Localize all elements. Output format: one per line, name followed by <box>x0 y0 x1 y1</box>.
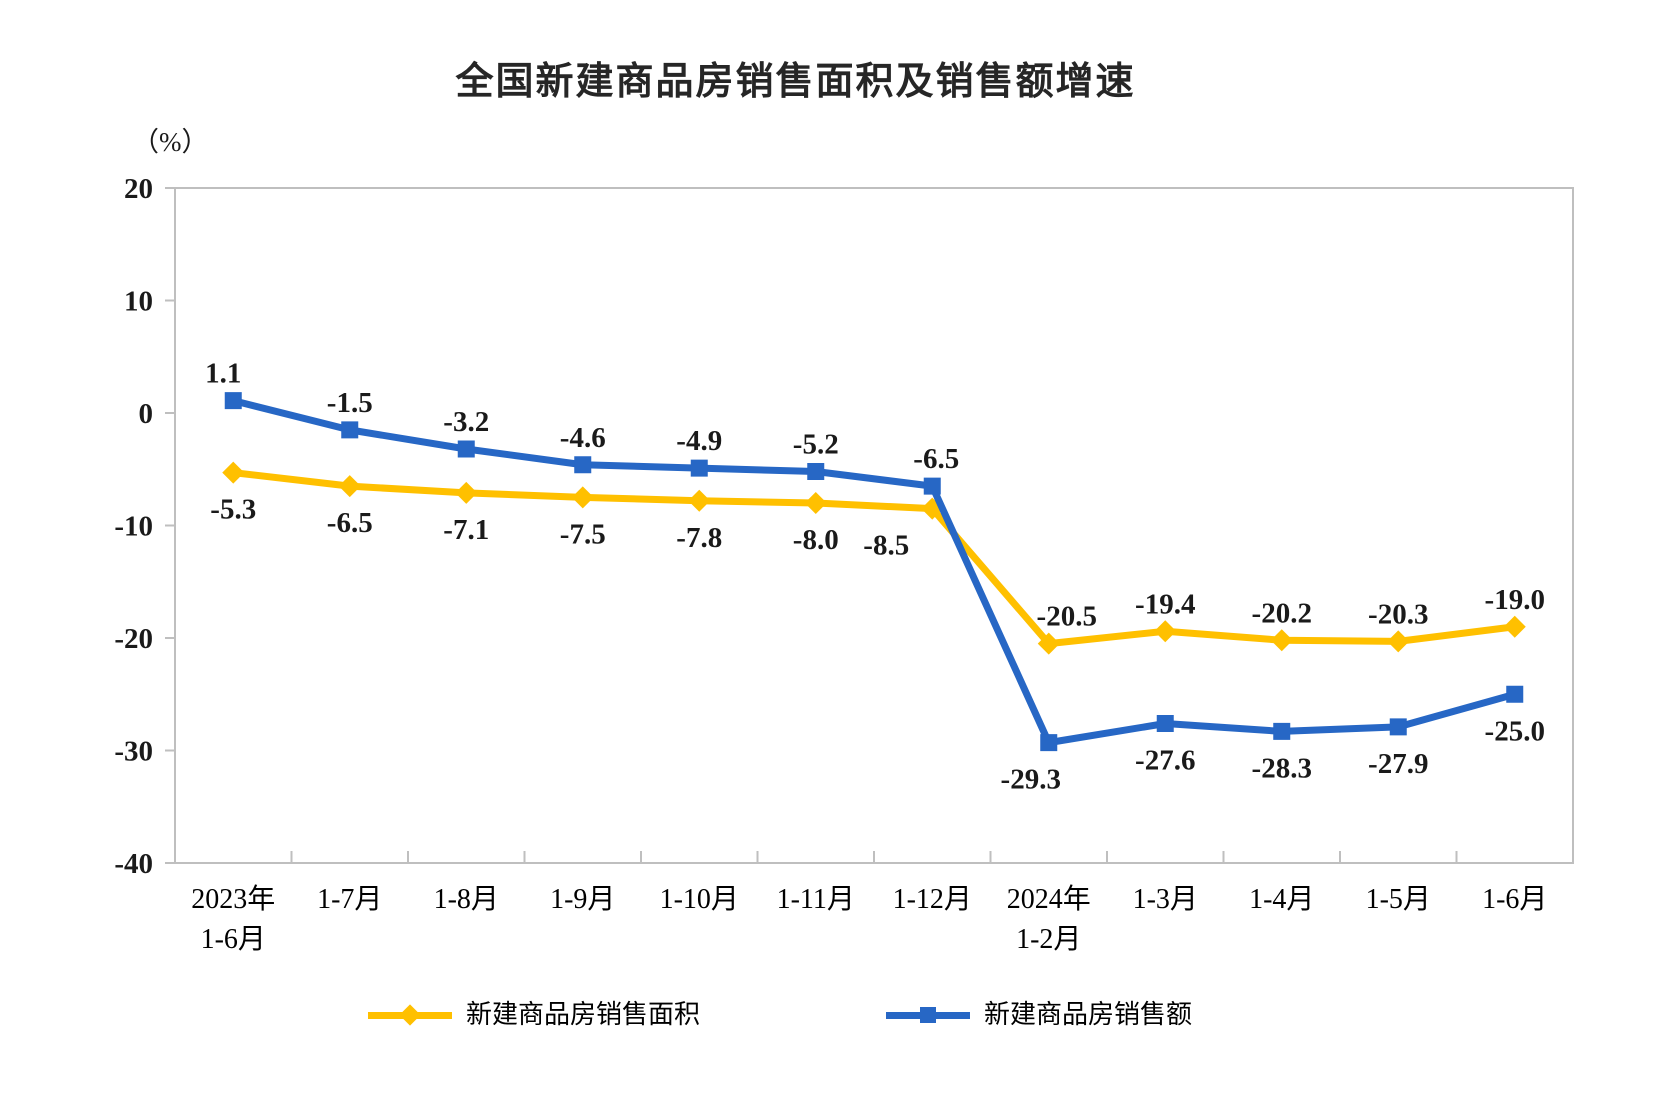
x-axis-label: 2023年 <box>191 883 275 915</box>
data-label: -6.5 <box>327 507 373 539</box>
y-axis-tick-label: 20 <box>124 173 153 205</box>
legend-item-sales-area: 新建商品房销售面积 <box>368 998 700 1032</box>
data-label: 1.1 <box>205 358 241 390</box>
marker-square-icon <box>224 392 242 410</box>
y-axis-tick-label: -40 <box>114 848 153 880</box>
x-axis-label: 1-9月 <box>550 884 615 915</box>
data-label: -5.3 <box>210 494 256 526</box>
marker-diamond-icon <box>1387 630 1410 653</box>
data-label: -7.8 <box>676 522 722 554</box>
marker-square-icon <box>1040 734 1058 752</box>
marker-diamond-icon <box>571 486 594 509</box>
legend-swatch-square-icon <box>886 1011 970 1019</box>
data-label: -28.3 <box>1252 752 1312 784</box>
x-axis-label: 1-10月 <box>660 884 739 915</box>
marker-square-icon <box>457 440 475 458</box>
series-line-0 <box>229 469 1519 648</box>
data-label: -4.9 <box>676 425 722 457</box>
data-label: -7.5 <box>560 518 606 550</box>
data-label: -29.3 <box>1001 764 1061 796</box>
marker-square-icon <box>923 477 941 495</box>
chart-title: 全国新建商品房销售面积及销售额增速 <box>455 61 1136 103</box>
data-label: -7.1 <box>443 514 489 546</box>
y-axis-unit-label: （%） <box>132 127 209 157</box>
marker-square-icon <box>1506 685 1524 703</box>
legend-label-sales-area: 新建商品房销售面积 <box>466 1000 701 1029</box>
legend-label-sales-amount: 新建商品房销售额 <box>984 1000 1193 1029</box>
legend-item-sales-amount: 新建商品房销售额 <box>886 998 1192 1032</box>
x-axis-label-line2: 1-6月 <box>201 924 266 955</box>
x-axis-label: 1-3月 <box>1133 884 1198 915</box>
data-label: -27.9 <box>1368 748 1428 780</box>
data-label: -20.5 <box>1037 601 1097 633</box>
x-axis-label: 1-6月 <box>1482 884 1547 915</box>
x-axis-label: 1-7月 <box>317 884 382 915</box>
data-label: -20.2 <box>1252 597 1312 629</box>
data-label: -20.3 <box>1368 598 1428 630</box>
marker-square-icon <box>574 456 592 474</box>
x-axis-label: 1-5月 <box>1366 884 1431 915</box>
x-axis-label: 1-12月 <box>893 884 972 915</box>
marker-square-icon <box>1273 722 1291 740</box>
x-axis-label-line2: 1-2月 <box>1016 924 1081 955</box>
marker-square-icon <box>1156 715 1174 732</box>
marker-diamond-icon <box>1037 632 1060 655</box>
data-label: -8.5 <box>863 530 909 562</box>
marker-square-icon <box>807 463 825 480</box>
x-axis-label: 2024年 <box>1007 883 1091 915</box>
y-axis-tick-label: -10 <box>114 511 153 543</box>
marker-diamond-icon <box>1154 620 1177 643</box>
marker-square-icon <box>1389 718 1407 736</box>
marker-diamond-icon <box>1503 615 1526 638</box>
marker-diamond-icon <box>222 461 245 484</box>
y-axis-tick-label: 10 <box>124 286 153 318</box>
data-label: -4.6 <box>560 422 606 454</box>
data-label: -19.4 <box>1135 588 1195 620</box>
data-label: -3.2 <box>443 406 489 438</box>
data-label: -1.5 <box>327 387 373 419</box>
legend-swatch-diamond-icon <box>368 1011 452 1019</box>
x-axis-label: 1-8月 <box>434 884 499 915</box>
data-label: -5.2 <box>793 429 839 461</box>
y-axis-tick-label: -30 <box>114 736 153 768</box>
x-axis-label: 1-4月 <box>1249 884 1314 915</box>
y-axis-tick-label: 0 <box>139 398 154 430</box>
marker-diamond-icon <box>804 492 827 514</box>
marker-diamond-icon <box>1270 629 1293 652</box>
data-label: -25.0 <box>1485 715 1545 747</box>
marker-diamond-icon <box>338 475 361 498</box>
data-label: -8.0 <box>793 524 839 556</box>
data-label: -19.0 <box>1485 584 1545 616</box>
marker-square-icon <box>690 459 708 477</box>
y-axis-tick-label: -20 <box>114 623 153 655</box>
marker-diamond-icon <box>688 489 711 512</box>
plot-border <box>174 187 1574 864</box>
data-label: -6.5 <box>913 443 959 475</box>
series-line-1 <box>229 397 1519 747</box>
marker-diamond-icon <box>455 481 478 504</box>
marker-square-icon <box>341 421 359 439</box>
x-axis-label: 1-11月 <box>777 884 855 915</box>
data-label: -27.6 <box>1135 745 1195 777</box>
